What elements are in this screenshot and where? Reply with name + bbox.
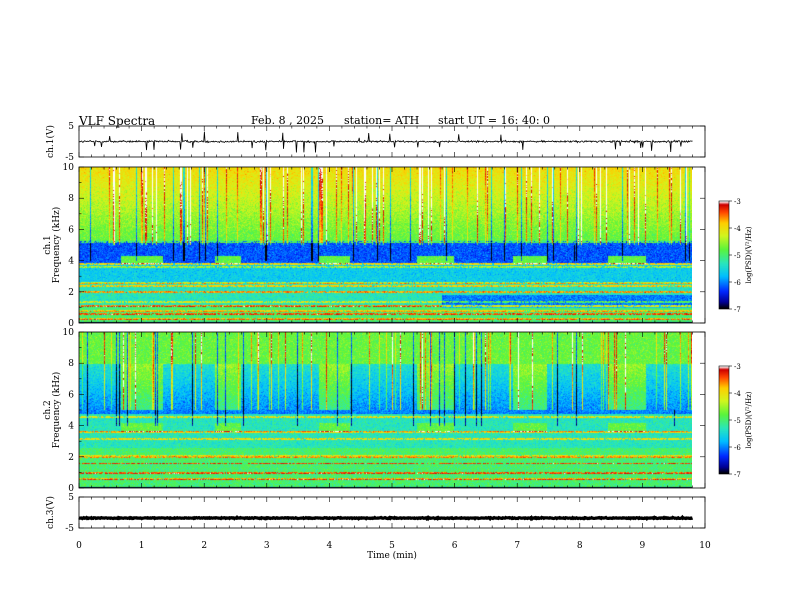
ch2-spectrogram-ylabel: Frequency (kHz) (51, 372, 62, 449)
ch3-waveform-yticklabel: -5 (65, 524, 74, 534)
ch1-spectrogram-yticklabel: 6 (68, 225, 74, 235)
x-ticklabel: 0 (76, 541, 82, 551)
ch1-spectrogram-image (79, 167, 692, 323)
ch1-spectrogram-yticklabel: 10 (63, 163, 75, 173)
date-label: Feb. 8 , 2025 (251, 114, 325, 127)
ch1-spectrogram-colorbar-ticklabel: -7 (734, 306, 741, 314)
ch2-spectrogram-ylabel-prefix: ch.2 (43, 400, 53, 419)
ch1-spectrogram-yticklabel: 8 (68, 194, 74, 204)
ch1-spectrogram-colorbar-ticklabel: -6 (734, 279, 741, 287)
station-label: station= ATH (344, 114, 420, 127)
ch3-waveform-ylabel: ch.3(V) (45, 496, 56, 529)
x-ticklabel: 2 (201, 541, 207, 551)
ch1-waveform-trace (78, 131, 693, 153)
ch1-spectrogram-yticklabel: 4 (68, 257, 74, 267)
ch1-waveform-yticklabel: -5 (65, 153, 74, 163)
ch1-spectrogram-colorbar (719, 201, 729, 309)
start-ut-label: start UT = 16: 40: 0 (438, 114, 551, 127)
ch1-spectrogram-yticklabel: 0 (68, 319, 74, 329)
ch2-spectrogram-image (79, 332, 692, 488)
ch3-waveform-yticklabel: 5 (68, 493, 74, 503)
x-ticklabel: 7 (514, 541, 520, 551)
ch2-spectrogram-yticklabel: 6 (68, 390, 74, 400)
ch2-spectrogram-colorbar-ticklabel: -3 (734, 363, 741, 371)
ch1-spectrogram-yticklabel: 2 (68, 288, 74, 298)
ch2-spectrogram-yticklabel: 0 (68, 484, 74, 494)
figure-title: VLF Spectra (79, 114, 156, 128)
ch1-spectrogram-ylabel-prefix: ch.1 (43, 235, 53, 254)
ch2-spectrogram-yticklabel: 10 (63, 328, 75, 338)
ch1-waveform-ylabel: ch.1(V) (45, 125, 56, 158)
ch2-spectrogram-colorbar-ticklabel: -4 (734, 390, 741, 398)
x-ticklabel: 5 (389, 541, 395, 551)
x-ticklabel: 10 (699, 541, 711, 551)
ch2-spectrogram-yticklabel: 8 (68, 359, 74, 369)
ch1-spectrogram-colorbar-ticklabel: -4 (734, 225, 741, 233)
x-ticklabel: 4 (327, 541, 333, 551)
ch1-waveform-yticklabel: 5 (68, 122, 74, 132)
x-ticklabel: 1 (139, 541, 145, 551)
x-ticklabel: 9 (640, 541, 646, 551)
ch2-spectrogram-colorbar-ticklabel: -6 (734, 444, 741, 452)
ch2-spectrogram-colorbar-label: log(PSD)(V²/Hz) (745, 391, 753, 448)
ch1-spectrogram-ylabel: Frequency (kHz) (51, 207, 62, 284)
x-axis-label: Time (min) (367, 550, 417, 561)
ch1-spectrogram-colorbar-label: log(PSD)(V²/Hz) (745, 226, 753, 283)
x-ticklabel: 6 (452, 541, 458, 551)
ch2-spectrogram-colorbar (719, 366, 729, 474)
ch1-spectrogram-colorbar-ticklabel: -3 (734, 198, 741, 206)
ch2-spectrogram-colorbar-ticklabel: -5 (734, 417, 741, 425)
x-ticklabel: 3 (264, 541, 270, 551)
ch3-waveform-trace (78, 514, 694, 522)
ch2-spectrogram-yticklabel: 4 (68, 422, 74, 432)
x-ticklabel: 8 (577, 541, 583, 551)
ch2-spectrogram-yticklabel: 2 (68, 453, 74, 463)
ch1-spectrogram-colorbar-ticklabel: -5 (734, 252, 741, 260)
ch2-spectrogram-colorbar-ticklabel: -7 (734, 471, 741, 479)
